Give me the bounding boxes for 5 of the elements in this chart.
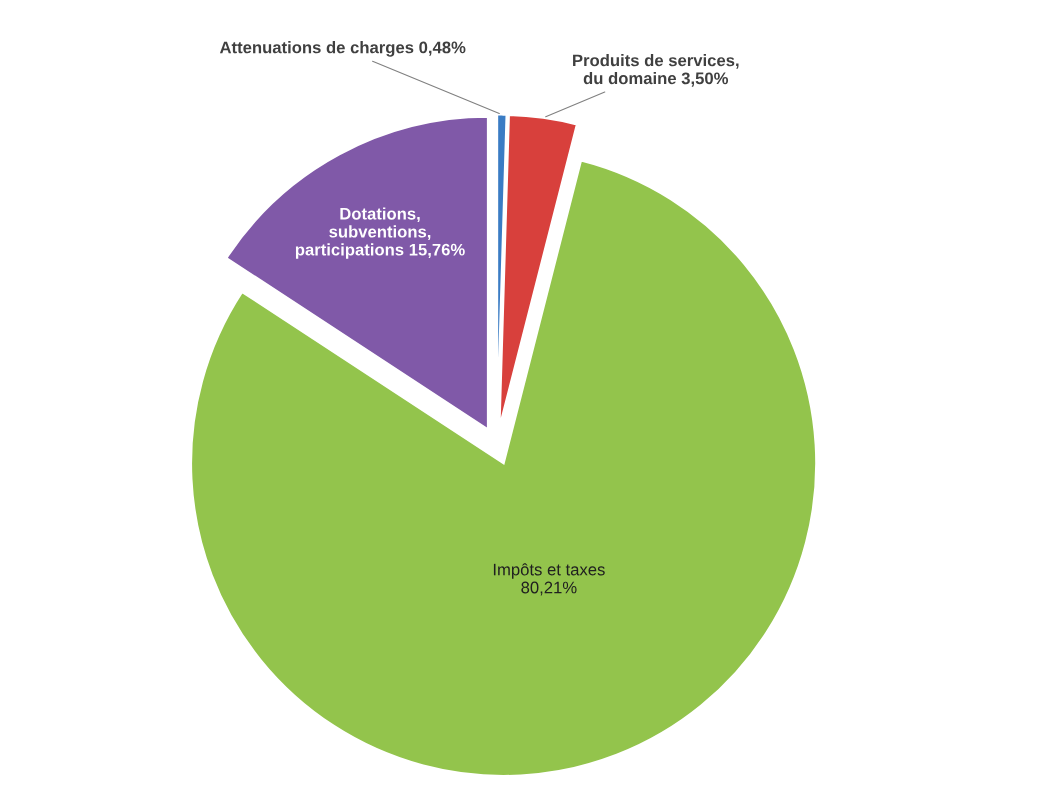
data-label: 80,21% <box>521 581 577 596</box>
slice-label: Produits de services, du domaine 3,50% <box>573 54 739 87</box>
slice-label: Attenuations de charges 0,48% <box>219 41 466 57</box>
slice-label: Dotations, subventions, participations 15,76% <box>295 207 465 259</box>
slice-label: Impôts et taxes <box>493 563 605 579</box>
